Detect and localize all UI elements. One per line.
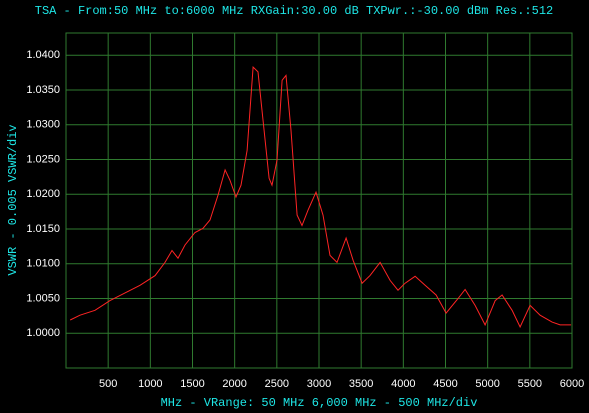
- y-tick-label: 1.0100: [26, 258, 60, 270]
- y-tick-label: 1.0050: [26, 292, 60, 304]
- y-tick-label: 1.0400: [26, 49, 60, 61]
- y-tick-label: 1.0250: [26, 153, 60, 165]
- x-tick-label: 2500: [265, 378, 289, 390]
- x-tick-label: 4500: [433, 378, 457, 390]
- y-tick-label: 1.0350: [26, 84, 60, 96]
- x-tick-label: 3500: [349, 378, 373, 390]
- y-axis-label: VSWR - 0.005 VSWR/div: [6, 124, 20, 275]
- chart-title: TSA - From:50 MHz to:6000 MHz RXGain:30.…: [35, 4, 553, 18]
- x-tick-label: 6000: [560, 378, 584, 390]
- x-tick-label: 3000: [307, 378, 331, 390]
- x-tick-label: 1000: [138, 378, 162, 390]
- x-axis-label: MHz - VRange: 50 MHz 6,000 MHz - 500 MHz…: [161, 396, 478, 410]
- x-tick-label: 500: [99, 378, 117, 390]
- x-tick-label: 5500: [518, 378, 542, 390]
- y-tick-label: 1.0200: [26, 188, 60, 200]
- x-tick-label: 5000: [475, 378, 499, 390]
- x-tick-label: 1500: [180, 378, 204, 390]
- x-tick-label: 2000: [222, 378, 246, 390]
- x-tick-label: 4000: [391, 378, 415, 390]
- y-tick-label: 1.0150: [26, 223, 60, 235]
- data-line: [69, 65, 572, 329]
- y-tick-label: 1.0000: [26, 327, 60, 339]
- y-tick-label: 1.0300: [26, 119, 60, 131]
